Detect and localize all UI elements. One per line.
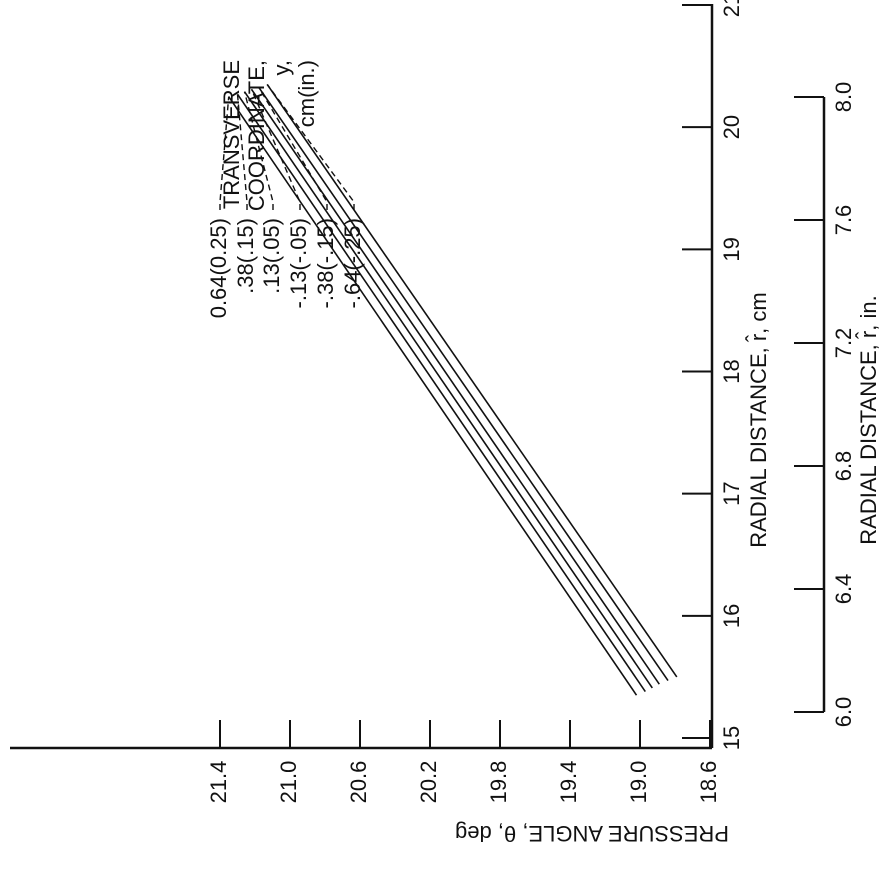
radial-in-tick-label: 6.8 (831, 451, 856, 482)
legend-entry-label: .38(.15) (233, 218, 258, 294)
radial-in-tick-label: 8.0 (831, 82, 856, 113)
pressure-angle-tick-label: 19.0 (626, 761, 651, 804)
series-line (245, 92, 653, 688)
series-line (238, 94, 646, 691)
series-line (229, 97, 637, 696)
series-line (259, 87, 669, 681)
radial-in-tick-label: 6.0 (831, 697, 856, 728)
legend-entry-label: 0.64(0.25) (206, 218, 231, 318)
radial-in-tick-label: 7.6 (831, 205, 856, 236)
legend-entry-label: .13(.05) (259, 218, 284, 294)
legend-title-line: y, (269, 60, 294, 75)
legend-title-line: COORDINATE, (244, 60, 269, 211)
pressure-angle-tick-label: 21.0 (276, 761, 301, 804)
pressure-angle-tick-label: 19.4 (556, 761, 581, 804)
pressure-angle-tick-label: 19.8 (486, 761, 511, 804)
legend-title-line: cm(in.) (294, 60, 319, 127)
axes: 18.6 19.0 19.4 19.8 20.2 20.6 21.0 21.4 PRESSURE… (10, 0, 881, 846)
legend-entry-label: -.13(-.05) (286, 218, 311, 308)
series-group (229, 84, 677, 695)
legend-entry-label: -.38(-.15) (313, 218, 338, 308)
legend-entry-label: -.64(-.25) (340, 218, 365, 308)
radial-cm-tick-label: 19 (719, 237, 744, 261)
radial-in-axis-title: RADIAL DISTANCE, r̂, in. (856, 295, 881, 544)
pressure-angle-tick-label: 18.6 (696, 761, 721, 804)
radial-cm-tick-label: 16 (719, 604, 744, 628)
legend: TRANSVERSE COORDINATE, y, cm(in.) 0.64(0.25)… (206, 60, 365, 318)
legend-title-line: TRANSVERSE (219, 60, 244, 209)
pressure-angle-tick-label: 20.6 (346, 761, 371, 804)
radial-cm-tick-label: 20 (719, 115, 744, 139)
radial-cm-tick-label: 15 (719, 726, 744, 750)
series-line (267, 84, 677, 677)
pressure-angle-tick-label: 20.2 (416, 761, 441, 804)
radial-cm-tick-label: 21 (719, 0, 744, 17)
radial-cm-tick-label: 17 (719, 481, 744, 505)
radial-in-tick-label: 6.4 (831, 574, 856, 605)
radial-cm-axis-title: RADIAL DISTANCE, r̂, cm (746, 292, 771, 547)
radial-in-tick-label: 7.2 (831, 328, 856, 359)
pressure-angle-axis-title: PRESSURE ANGLE, θ, deg (455, 821, 729, 846)
radial-cm-tick-label: 18 (719, 359, 744, 383)
pressure-angle-tick-label: 21.4 (206, 761, 231, 804)
